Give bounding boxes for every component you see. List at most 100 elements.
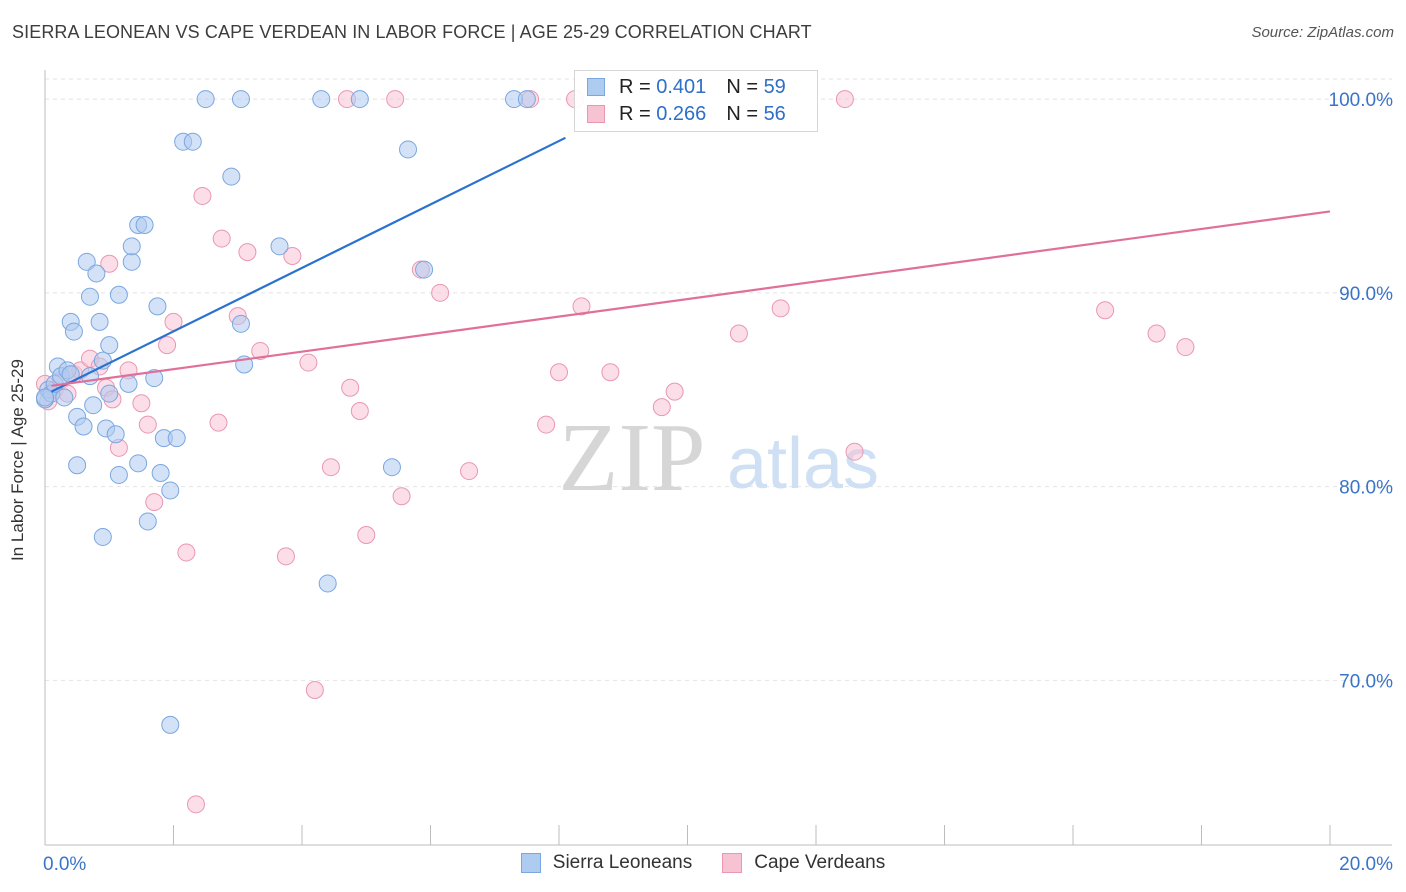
- legend-item-sierra-leoneans[interactable]: Sierra Leoneans: [520, 852, 693, 874]
- legend-swatch-blue: [520, 853, 541, 873]
- data-point: [350, 90, 369, 109]
- y-axis-label: In Labor Force | Age 25-29: [8, 359, 27, 561]
- data-point: [231, 314, 250, 333]
- data-point: [167, 429, 186, 448]
- data-point: [109, 285, 128, 304]
- data-point: [87, 264, 106, 283]
- data-point: [74, 417, 93, 436]
- data-point: [1147, 324, 1166, 343]
- gridlines: [45, 78, 1392, 681]
- data-point: [238, 243, 257, 262]
- data-point: [132, 394, 151, 413]
- legend-n-label: N =: [726, 75, 758, 98]
- data-point: [321, 458, 340, 477]
- data-point: [212, 229, 231, 248]
- source-label: Source: ZipAtlas.com: [1251, 24, 1394, 41]
- data-point: [109, 465, 128, 484]
- legend-n-value: 56: [763, 102, 786, 125]
- data-point: [129, 454, 148, 473]
- data-point: [415, 260, 434, 279]
- data-point: [36, 388, 54, 407]
- data-point: [90, 312, 109, 331]
- data-point: [665, 382, 684, 401]
- legend-label: Cape Verdeans: [754, 852, 886, 873]
- legend-row-sierra-leoneans: R = 0.401 N = 59: [587, 75, 786, 99]
- data-point: [392, 487, 411, 506]
- chart-title: SIERRA LEONEAN VS CAPE VERDEAN IN LABOR …: [12, 22, 812, 42]
- legend-row-cape-verdeans: R = 0.266 N = 56: [587, 102, 786, 126]
- data-point: [517, 90, 536, 109]
- data-point: [270, 237, 289, 256]
- data-point: [177, 543, 196, 562]
- correlation-legend: R = 0.401 N = 59 R = 0.266 N = 56: [574, 70, 818, 132]
- data-point: [350, 402, 369, 420]
- data-point: [1096, 301, 1115, 320]
- data-point: [341, 378, 360, 397]
- y-tick-label: 70.0%: [1339, 671, 1393, 692]
- data-point: [148, 297, 167, 316]
- data-point: [183, 132, 202, 151]
- data-point: [835, 90, 854, 109]
- data-point: [771, 299, 790, 318]
- legend-r-value: 0.266: [656, 102, 707, 125]
- data-point: [222, 167, 241, 186]
- data-point: [305, 681, 324, 699]
- data-point: [77, 252, 96, 271]
- data-point: [382, 458, 401, 477]
- legend-swatch-pink: [722, 853, 743, 873]
- legend-label: Sierra Leoneans: [552, 852, 693, 873]
- y-tick-label: 80.0%: [1339, 478, 1393, 499]
- y-tick-label: 100.0%: [1329, 90, 1394, 111]
- data-point: [729, 324, 748, 343]
- axes: [44, 70, 1392, 846]
- data-point: [283, 247, 302, 265]
- legend-item-cape-verdeans[interactable]: Cape Verdeans: [722, 852, 885, 874]
- trend-line: [51, 210, 1331, 387]
- data-point: [100, 384, 119, 403]
- data-point: [135, 216, 154, 234]
- trend-lines: [50, 136, 1331, 393]
- data-point: [431, 283, 450, 302]
- data-point: [161, 715, 180, 734]
- trend-line: [50, 136, 566, 393]
- data-point: [399, 140, 418, 159]
- data-point: [299, 353, 318, 372]
- data-point: [138, 512, 157, 531]
- data-point: [84, 396, 103, 415]
- data-point: [106, 425, 125, 444]
- data-point: [68, 456, 87, 475]
- data-point: [145, 369, 164, 388]
- data-point: [1176, 338, 1195, 357]
- legend-r-label: R =: [619, 102, 651, 125]
- y-tick-label: 90.0%: [1339, 284, 1393, 305]
- data-point: [64, 322, 83, 341]
- legend-swatch-pink: [587, 105, 605, 123]
- data-point: [100, 336, 119, 355]
- watermark-atlas: atlas: [727, 424, 879, 504]
- data-point: [158, 336, 177, 355]
- watermark-zip: ZIP: [559, 404, 706, 512]
- legend-r-value: 0.401: [656, 75, 707, 98]
- tick-labels: 70.0% 80.0% 90.0% 100.0% 0.0% 20.0%: [43, 90, 1393, 875]
- data-point: [93, 527, 112, 546]
- legend-n-value: 59: [763, 75, 786, 98]
- legend-n-label: N =: [726, 102, 758, 125]
- data-point: [209, 413, 228, 432]
- data-point: [276, 547, 295, 566]
- data-point: [357, 526, 376, 544]
- data-point: [386, 90, 405, 109]
- data-point: [196, 90, 215, 109]
- data-point: [572, 297, 591, 316]
- data-point: [80, 287, 99, 306]
- x-tick-label: 0.0%: [43, 854, 86, 875]
- series-sierra-leoneans: [36, 90, 536, 734]
- x-tick-label: 20.0%: [1339, 854, 1393, 875]
- watermark: ZIP atlas: [559, 404, 880, 512]
- data-point: [312, 90, 331, 109]
- series-legend: Sierra Leoneans Cape Verdeans: [0, 852, 1406, 874]
- data-point: [186, 795, 205, 814]
- data-point: [161, 481, 180, 500]
- data-point: [652, 398, 671, 417]
- data-point: [193, 186, 212, 205]
- data-point: [251, 341, 270, 360]
